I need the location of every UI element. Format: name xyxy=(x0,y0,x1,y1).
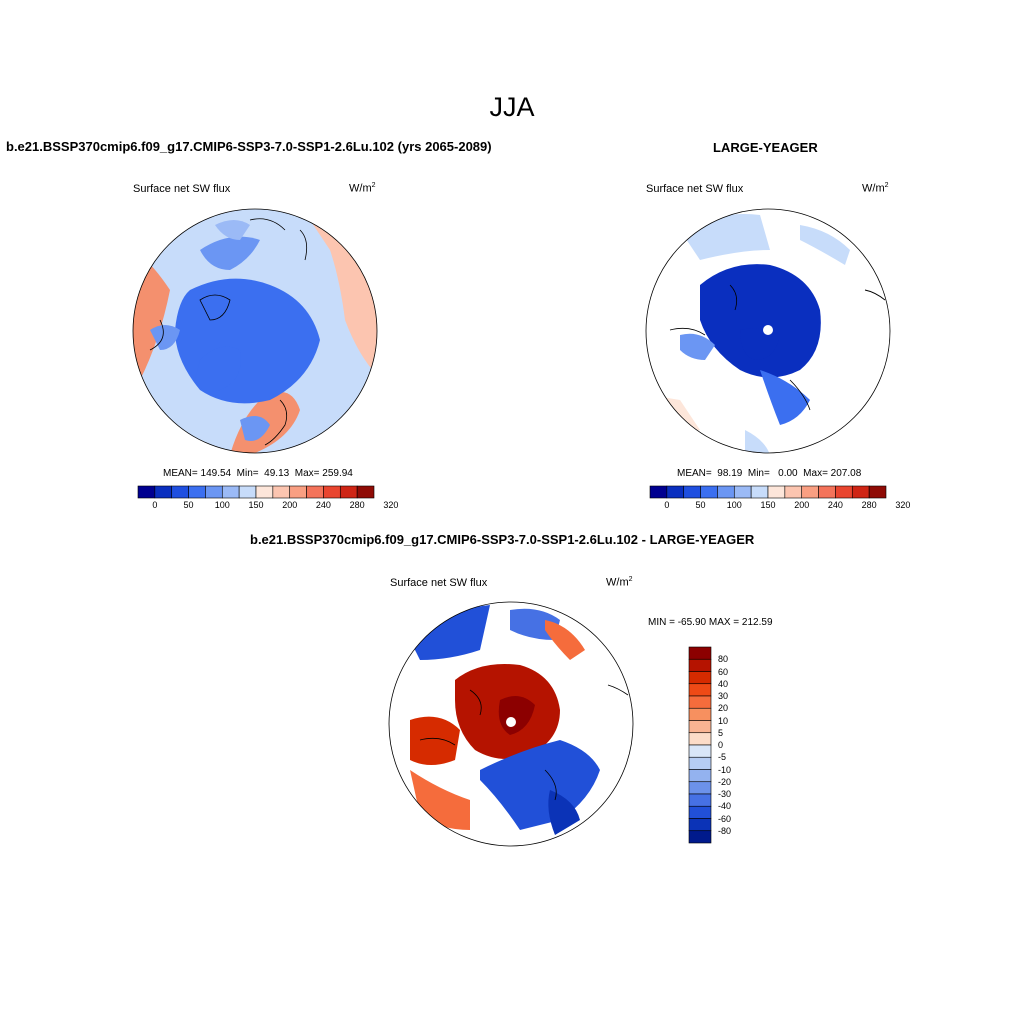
colorbar-tick-label: 280 xyxy=(349,500,365,510)
colorbar-box xyxy=(188,485,206,499)
colorbar-box xyxy=(683,485,701,499)
colorbar-box xyxy=(649,485,668,499)
colorbar-tick-label: 0 xyxy=(718,740,724,750)
colorbar-box xyxy=(688,818,712,832)
colorbar-box xyxy=(171,485,189,499)
colorbar-box xyxy=(688,805,712,819)
diff-minmax: MIN = -65.90 MAX = 212.59 xyxy=(648,617,773,628)
left-units-label: W/m2 xyxy=(349,182,376,195)
left-stats: MEAN= 149.54 Min= 49.13 Max= 259.94 xyxy=(163,468,353,479)
colorbar-box xyxy=(688,707,712,721)
colorbar-box xyxy=(272,485,291,499)
colorbar-tick-label: 10 xyxy=(718,715,729,726)
colorbar-tick-label: -10 xyxy=(718,764,732,775)
colorbar-tick-label: 320 xyxy=(895,500,911,510)
colorbar-box xyxy=(688,744,712,758)
colorbar-tick-label: -30 xyxy=(718,789,732,799)
colorbar-box xyxy=(717,485,735,499)
right-polar-map xyxy=(646,209,890,453)
right-panel-title: LARGE-YEAGER xyxy=(713,140,818,155)
right-field-label: Surface net SW flux xyxy=(646,183,744,195)
colorbar-tick-label: 280 xyxy=(861,500,877,510)
colorbar-box xyxy=(688,732,712,746)
left-panel-title: b.e21.BSSP370cmip6.f09_g17.CMIP6-SSP3-7.… xyxy=(6,139,492,154)
colorbar-tick-label: 100 xyxy=(726,500,742,510)
colorbar-box xyxy=(323,485,341,499)
diff-panel-title: b.e21.BSSP370cmip6.f09_g17.CMIP6-SSP3-7.… xyxy=(250,532,755,547)
right-stats: MEAN= 98.19 Min= 0.00 Max= 207.08 xyxy=(677,468,862,479)
colorbar-tick-label: 80 xyxy=(718,654,729,665)
colorbar-tick-label: -20 xyxy=(718,776,732,787)
colorbar-box xyxy=(688,720,712,734)
colorbar-box xyxy=(221,485,240,499)
colorbar-box xyxy=(137,485,156,499)
colorbar-box xyxy=(255,485,274,499)
colorbar-box xyxy=(733,485,752,499)
colorbar-box xyxy=(688,769,712,783)
colorbar-box xyxy=(784,485,803,499)
right-units-label: W/m2 xyxy=(862,182,889,195)
colorbar-tick-label: 40 xyxy=(718,678,729,689)
colorbar-box xyxy=(666,485,685,499)
main-title: JJA xyxy=(489,92,535,122)
colorbar-tick-label: -5 xyxy=(718,752,727,763)
colorbar-tick-label: 30 xyxy=(718,691,729,701)
colorbar-box xyxy=(289,485,307,499)
diff-colorbar xyxy=(688,646,712,844)
colorbar-tick-label: 50 xyxy=(183,500,194,510)
colorbar-tick-label: 20 xyxy=(718,703,729,714)
colorbar-box xyxy=(818,485,836,499)
diff-polar-map xyxy=(389,602,633,846)
colorbar-box xyxy=(238,485,257,499)
colorbar-tick-label: -40 xyxy=(718,801,732,812)
colorbar-box xyxy=(868,485,887,499)
colorbar-box xyxy=(851,485,870,499)
colorbar-box xyxy=(688,695,712,709)
colorbar-box xyxy=(306,485,324,499)
diff-units-label: W/m2 xyxy=(606,576,633,589)
colorbar-tick-label: -80 xyxy=(718,825,732,836)
colorbar-tick-label: 240 xyxy=(827,500,843,510)
right-map-border xyxy=(645,208,891,454)
colorbar-tick-label: -60 xyxy=(718,813,732,824)
colorbar-tick-label: 60 xyxy=(718,666,729,677)
colorbar-tick-label: 150 xyxy=(248,500,264,510)
colorbar-box xyxy=(801,485,819,499)
right-colorbar xyxy=(649,485,887,499)
colorbar-tick-label: 150 xyxy=(760,500,776,510)
colorbar-tick-label: 200 xyxy=(282,500,298,510)
colorbar-box xyxy=(688,646,712,660)
colorbar-box xyxy=(688,683,712,697)
colorbar-box xyxy=(688,658,712,672)
colorbar-box xyxy=(750,485,769,499)
colorbar-tick-label: 50 xyxy=(695,500,706,510)
colorbar-box xyxy=(154,485,173,499)
colorbar-box xyxy=(688,756,712,770)
colorbar-box xyxy=(767,485,786,499)
colorbar-tick-label: 100 xyxy=(214,500,230,510)
colorbar-box xyxy=(688,781,712,795)
colorbar-tick-label: 240 xyxy=(315,500,331,510)
colorbar-tick-label: 200 xyxy=(794,500,810,510)
left-colorbar xyxy=(137,485,375,499)
diff-field-label: Surface net SW flux xyxy=(390,577,488,589)
colorbar-box xyxy=(688,671,712,685)
colorbar-tick-label: 0 xyxy=(664,500,670,510)
colorbar-box xyxy=(700,485,718,499)
colorbar-box xyxy=(205,485,223,499)
colorbar-box xyxy=(356,485,375,499)
left-polar-map xyxy=(133,209,377,453)
colorbar-box xyxy=(835,485,853,499)
colorbar-tick-label: 0 xyxy=(152,500,158,510)
colorbar-box xyxy=(688,793,712,807)
left-map-border xyxy=(132,208,378,454)
colorbar-box xyxy=(339,485,358,499)
diff-map-border xyxy=(388,601,634,847)
colorbar-tick-label: 5 xyxy=(718,727,724,738)
left-field-label: Surface net SW flux xyxy=(133,183,231,195)
colorbar-tick-label: 320 xyxy=(383,500,399,510)
colorbar-box xyxy=(688,830,712,844)
